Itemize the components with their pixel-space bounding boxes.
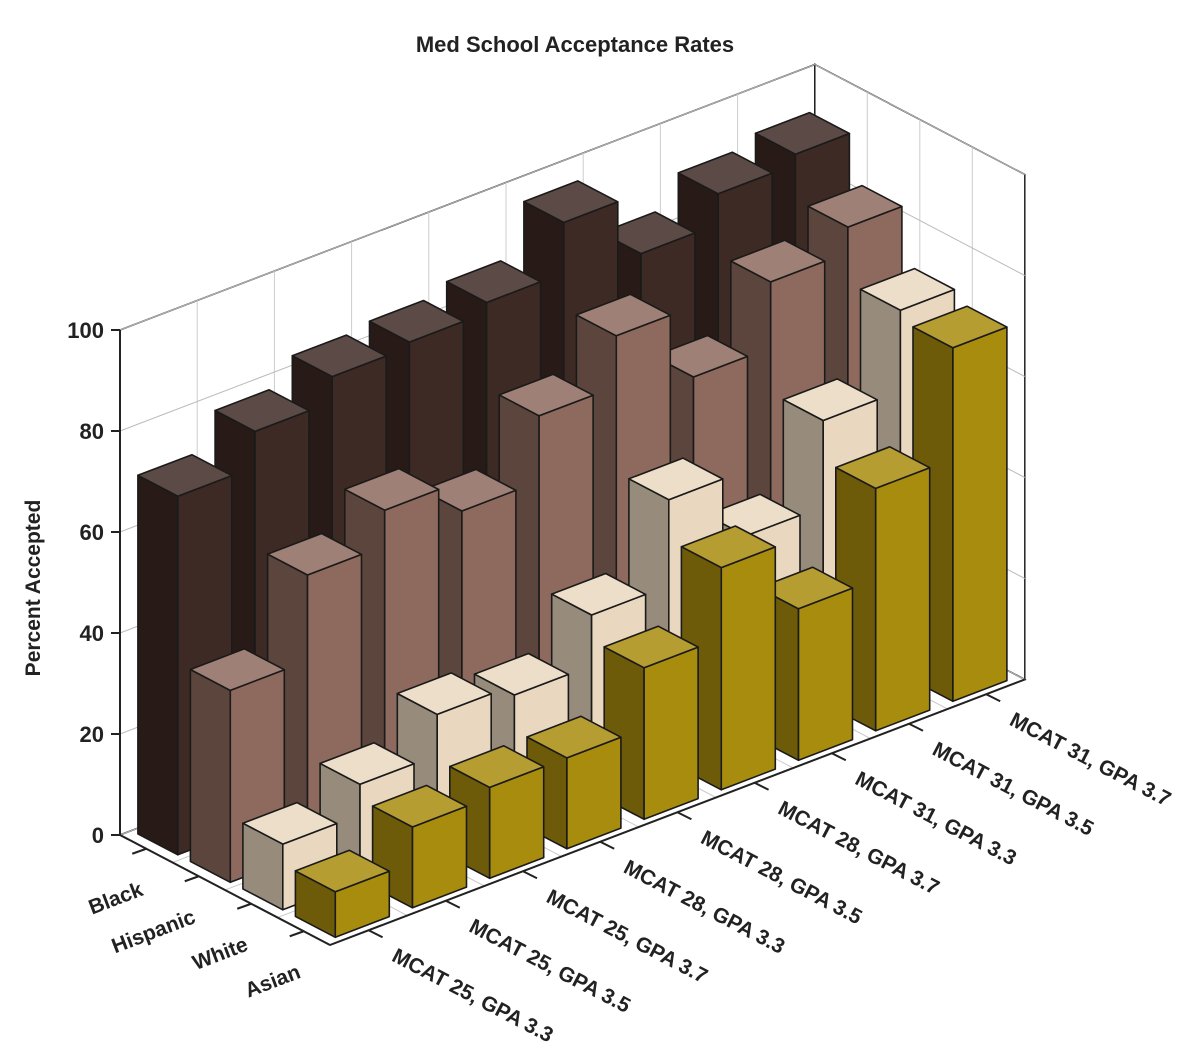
- bar-top: [603, 625, 699, 669]
- bar: [294, 849, 391, 939]
- bar-front: [797, 587, 854, 762]
- x-tick-mark: [908, 722, 924, 732]
- bar-front: [874, 466, 931, 732]
- z-tick-mark: [236, 902, 252, 910]
- bar-top: [319, 741, 415, 786]
- x-tick-mark: [831, 752, 847, 762]
- bar-top: [652, 334, 749, 378]
- bar-top: [189, 647, 286, 692]
- bar-top: [291, 334, 388, 378]
- bar-top: [628, 457, 724, 501]
- bar-top: [677, 151, 774, 195]
- x-tick-mark: [754, 781, 770, 791]
- bar-front: [952, 326, 1008, 703]
- z-tick-mark: [184, 875, 200, 883]
- y-tick-label: 20: [80, 722, 104, 747]
- bar: [526, 715, 622, 850]
- bar-top: [834, 445, 931, 490]
- bar-top: [600, 211, 696, 255]
- x-tick-mark: [368, 929, 384, 939]
- bar-top: [294, 849, 391, 893]
- y-axis-label: Percent Accepted: [22, 500, 45, 677]
- z-tick-label: White: [189, 933, 251, 975]
- bar-top: [912, 305, 1008, 349]
- bar-front: [643, 646, 699, 821]
- bar-top: [807, 184, 903, 228]
- bar-front: [720, 546, 777, 791]
- z-tick-mark: [131, 847, 147, 855]
- bar-top: [445, 260, 542, 304]
- bar-top: [523, 180, 619, 224]
- y-tick-label: 40: [80, 621, 104, 646]
- bar-top: [498, 373, 594, 417]
- y-tick-label: 0: [92, 823, 104, 848]
- bar-top: [421, 468, 517, 512]
- x-tick-mark: [445, 899, 461, 909]
- bar-top: [371, 784, 468, 828]
- bar-top: [550, 572, 647, 616]
- bar-top: [859, 267, 956, 312]
- bar: [371, 784, 468, 909]
- z-tick-label: Hispanic: [109, 905, 199, 958]
- bar-top: [214, 388, 310, 433]
- z-tick-mark: [289, 930, 305, 938]
- x-tick-mark: [522, 870, 538, 880]
- bar-side: [137, 474, 179, 856]
- z-tick-label: Black: [86, 878, 147, 920]
- chart-title: Med School Acceptance Rates: [416, 32, 734, 57]
- x-tick-mark: [599, 840, 615, 850]
- bar-side: [189, 668, 232, 884]
- bar: [680, 525, 777, 791]
- z-tick-label: Asian: [242, 960, 304, 1002]
- bar-top: [782, 378, 879, 422]
- bar: [603, 625, 699, 821]
- grid-line: [119, 63, 1026, 331]
- bar-top: [343, 467, 440, 512]
- bar-top: [473, 652, 570, 696]
- bar-top: [266, 532, 363, 576]
- bar-top: [757, 566, 854, 610]
- y-tick-label: 100: [67, 318, 104, 343]
- bar-top: [680, 525, 777, 569]
- y-tick-label: 80: [80, 419, 104, 444]
- z-axis: [119, 834, 331, 946]
- bar-top: [396, 672, 493, 716]
- bar: [448, 744, 545, 880]
- bar-top: [368, 299, 465, 343]
- x-tick-mark: [985, 693, 1001, 703]
- y-tick-label: 60: [80, 520, 104, 545]
- bar-top: [137, 453, 233, 498]
- bar-top: [575, 293, 672, 337]
- bar-top: [448, 744, 545, 789]
- bar-top: [754, 111, 851, 155]
- bar-top: [242, 801, 338, 845]
- bar-top: [729, 239, 826, 283]
- bar-top: [526, 715, 622, 759]
- x-tick-mark: [676, 811, 692, 821]
